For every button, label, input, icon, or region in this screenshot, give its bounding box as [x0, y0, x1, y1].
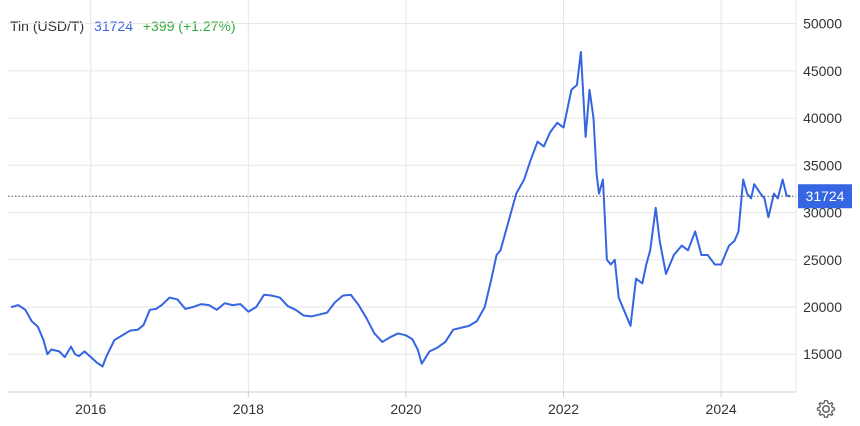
- legend-series-name: Tin (USD/T): [10, 18, 85, 34]
- y-tick-label: 40000: [803, 110, 842, 126]
- series-layer: [10, 50, 791, 368]
- series-line: [10, 50, 791, 368]
- chart-legend: Tin (USD/T) 31724 +399 (+1.27%): [10, 18, 242, 34]
- y-tick-label: 35000: [803, 157, 842, 173]
- x-tick-label: 2016: [75, 401, 106, 417]
- y-axis-ticks: 15000 20000 25000 30000 35000 40000 45000 50000: [803, 16, 842, 363]
- settings-button[interactable]: [814, 397, 838, 421]
- axes: [8, 0, 797, 397]
- x-tick-label: 2022: [548, 401, 579, 417]
- y-tick-label: 20000: [803, 299, 842, 315]
- last-value-badge: 31724: [798, 184, 852, 209]
- y-tick-label: 15000: [803, 346, 842, 362]
- gear-icon: [816, 399, 836, 418]
- x-tick-label: 2024: [706, 401, 737, 417]
- y-tick-label: 45000: [803, 63, 842, 79]
- last-value-badge-label: 31724: [806, 188, 845, 204]
- y-tick-label: 30000: [803, 205, 842, 221]
- y-tick-label: 25000: [803, 252, 842, 268]
- x-tick-label: 2018: [233, 401, 264, 417]
- x-axis-ticks: 2016 2018 2020 2022 2024: [75, 401, 737, 417]
- legend-last-value: 31724: [94, 18, 133, 34]
- grid-lines: [8, 0, 796, 392]
- legend-change: +399 (+1.27%): [142, 18, 236, 34]
- x-tick-label: 2020: [390, 401, 421, 417]
- y-tick-label: 50000: [803, 16, 842, 32]
- last-value-badge-bg: [798, 184, 852, 209]
